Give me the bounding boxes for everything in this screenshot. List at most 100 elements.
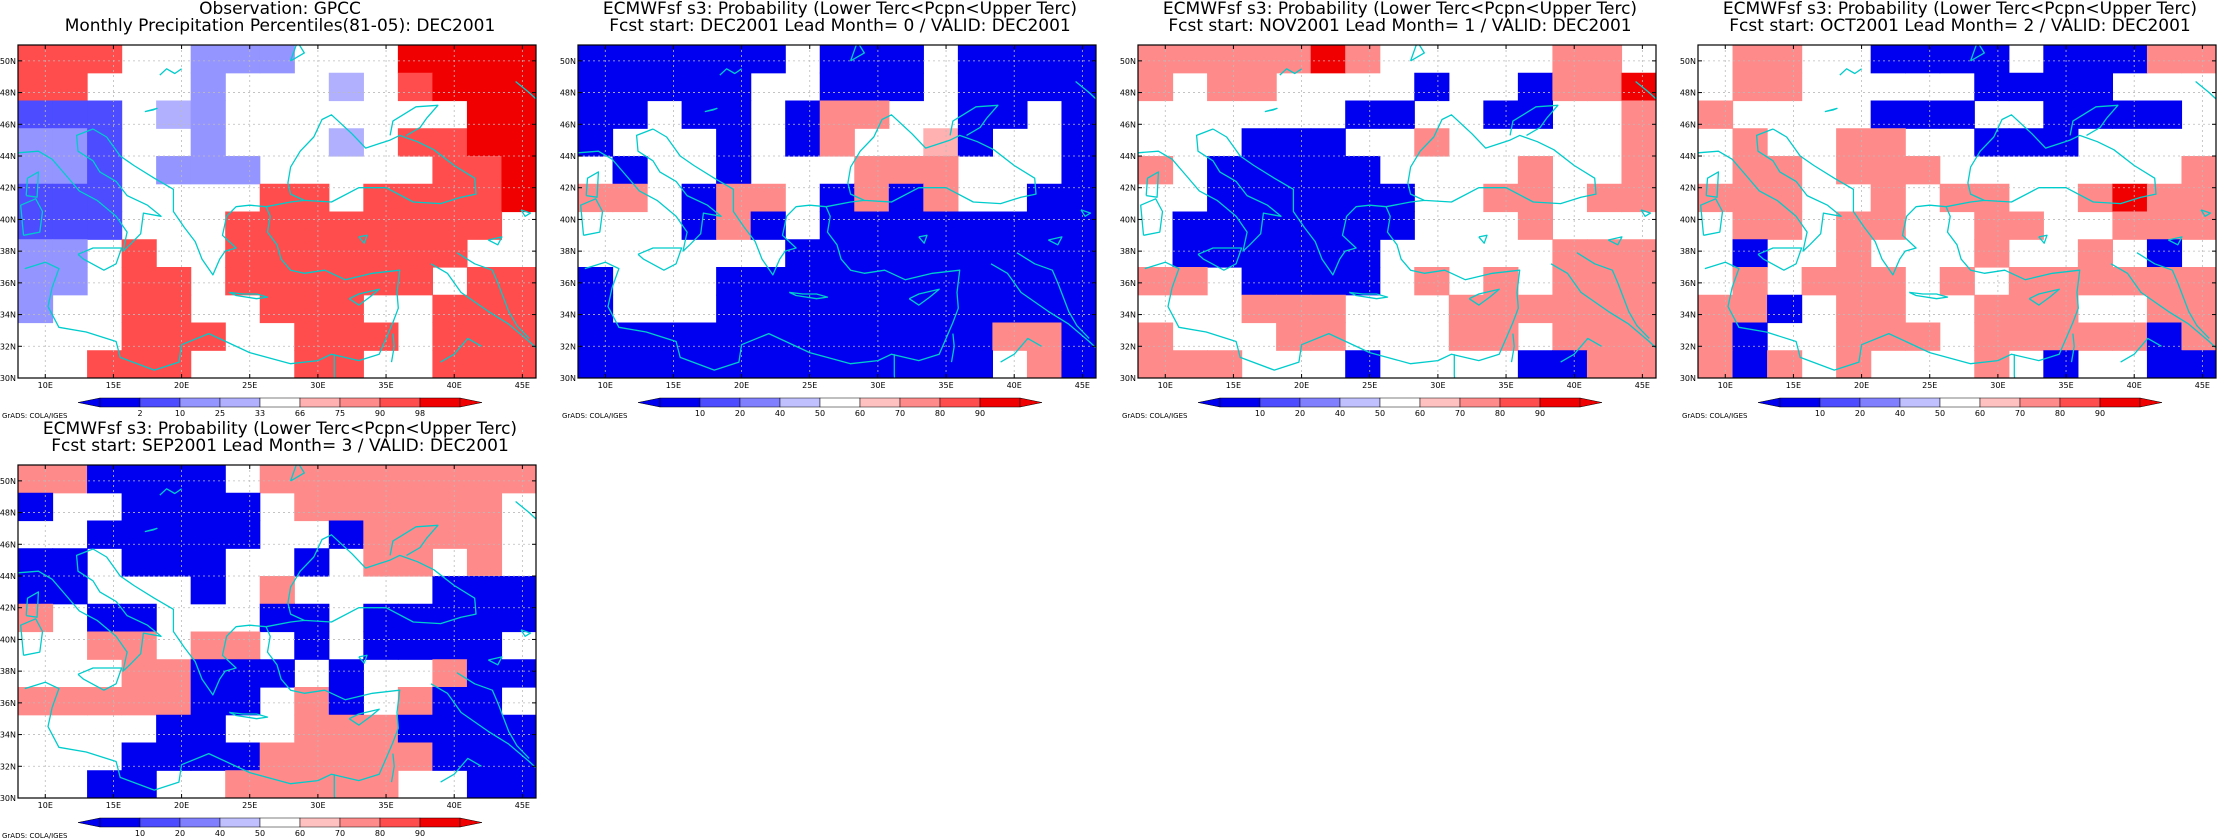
- grid-cell: [225, 156, 261, 185]
- grid-cell: [397, 183, 433, 213]
- grid-cell: [363, 239, 399, 268]
- grid-cell: [1276, 294, 1312, 324]
- grid-cell: [225, 742, 261, 771]
- lon-tick-label: 25E: [802, 381, 817, 390]
- grid-cell: [1061, 350, 1096, 378]
- coastline: [1757, 247, 1803, 271]
- coastline: [1140, 198, 1164, 236]
- coastline: [704, 107, 718, 113]
- lat-tick-label: 30N: [560, 374, 576, 383]
- colorbar-label: 50: [1375, 409, 1385, 418]
- lon-tick-label: 30E: [870, 381, 885, 390]
- coastline: [20, 198, 44, 236]
- precip-map-lead-1: ECMWFsf s3: Probability (Lower Terc<Pcpn…: [1120, 0, 1657, 420]
- grid-cell: [259, 239, 295, 268]
- grid-cell: [716, 45, 752, 74]
- map-plot-area: [578, 45, 1096, 378]
- map-plot-area: [18, 45, 536, 378]
- coastline: [637, 247, 683, 271]
- grid-cell: [501, 465, 536, 494]
- grid-cell: [1345, 267, 1381, 296]
- grid-cell: [1905, 45, 1941, 74]
- grid-cell: [466, 45, 503, 74]
- grid-cell: [397, 465, 433, 494]
- grid-cell: [1310, 267, 1346, 296]
- lat-tick-label: 50N: [560, 57, 576, 66]
- lat-tick-label: 46N: [0, 540, 16, 549]
- grid-cell: [328, 465, 364, 494]
- grid-cell: [1207, 211, 1243, 240]
- grid-cell: [1517, 211, 1553, 240]
- grid-cell: [2008, 267, 2044, 296]
- grid-cell: [225, 267, 261, 296]
- colorbar-label: 90: [415, 829, 425, 838]
- coastline: [348, 708, 380, 726]
- grads-credit: GrADS: COLA/IGES: [2, 832, 68, 840]
- grid-cell: [501, 714, 536, 744]
- coastline: [488, 656, 503, 666]
- precip-map-lead-3: ECMWFsf s3: Probability (Lower Terc<Pcpn…: [0, 419, 537, 840]
- grid-cell: [1767, 72, 1803, 102]
- grid-cell: [854, 156, 890, 185]
- grid-cell: [328, 714, 364, 744]
- coastline: [18, 128, 162, 252]
- grid-cell: [328, 211, 364, 240]
- colorbar-segment: [859, 397, 901, 408]
- grid-cell: [923, 183, 959, 213]
- coastline: [580, 198, 604, 236]
- grid-cell: [121, 492, 157, 522]
- colorbar: 10 20 40 50 60 70 80 90: [1197, 397, 1603, 418]
- lat-tick-label: 30N: [1680, 374, 1696, 383]
- grid-cell: [1905, 156, 1941, 185]
- grid-cell: [294, 294, 330, 324]
- lat-tick-label: 42N: [0, 184, 16, 193]
- lat-tick-label: 42N: [560, 184, 576, 193]
- grid-cell: [432, 465, 468, 494]
- grid-cell: [1552, 239, 1588, 268]
- lat-tick-label: 46N: [1120, 120, 1136, 129]
- coastline: [543, 530, 598, 567]
- colorbar-segment: [1779, 397, 1821, 408]
- coastline: [2070, 333, 2075, 363]
- lat-tick-label: 50N: [1120, 57, 1136, 66]
- lat-tick-label: 40N: [0, 635, 16, 644]
- grid-cell: [397, 687, 433, 716]
- lon-tick-label: 10E: [1718, 381, 1733, 390]
- coastline: [18, 548, 162, 672]
- grid-cell: [1836, 239, 1872, 268]
- grid-cell: [888, 267, 924, 296]
- colorbar-segment: [379, 397, 421, 408]
- grid-cell: [259, 211, 295, 240]
- colorbar-segment: [1339, 397, 1381, 408]
- lon-tick-label: 35E: [938, 381, 953, 390]
- colorbar-label: 2: [137, 409, 142, 418]
- colorbar-label: 90: [375, 409, 385, 418]
- grid-cell: [2181, 183, 2216, 213]
- grid-cell: [785, 128, 821, 157]
- grid-cell: [819, 128, 855, 157]
- grid-cell: [397, 603, 433, 633]
- grid-cell: [1138, 72, 1174, 102]
- grid-cell: [328, 687, 364, 716]
- grid-cell: [1517, 72, 1553, 102]
- grid-cell: [397, 492, 433, 522]
- precip-map-lead-2: ECMWFsf s3: Probability (Lower Terc<Pcpn…: [1680, 0, 2217, 420]
- grid-cell: [156, 492, 192, 522]
- lon-tick-label: 10E: [38, 801, 53, 810]
- grid-cell: [328, 128, 364, 157]
- grid-cell: [2077, 183, 2113, 213]
- grid-cell: [957, 350, 993, 378]
- grid-cell: [1310, 294, 1346, 324]
- lon-tick-label: 20E: [174, 801, 189, 810]
- grid-cell: [87, 211, 123, 240]
- colorbar-label: 60: [295, 829, 305, 838]
- coastline: [2168, 236, 2183, 246]
- grid-cell: [501, 770, 536, 798]
- grid-cell: [121, 687, 157, 716]
- grid-cell: [501, 72, 536, 102]
- grid-cell: [501, 183, 536, 213]
- grid-cell: [992, 294, 1028, 324]
- grid-cell: [501, 350, 536, 378]
- grid-cell: [2181, 211, 2216, 240]
- coastline: [2195, 80, 2216, 100]
